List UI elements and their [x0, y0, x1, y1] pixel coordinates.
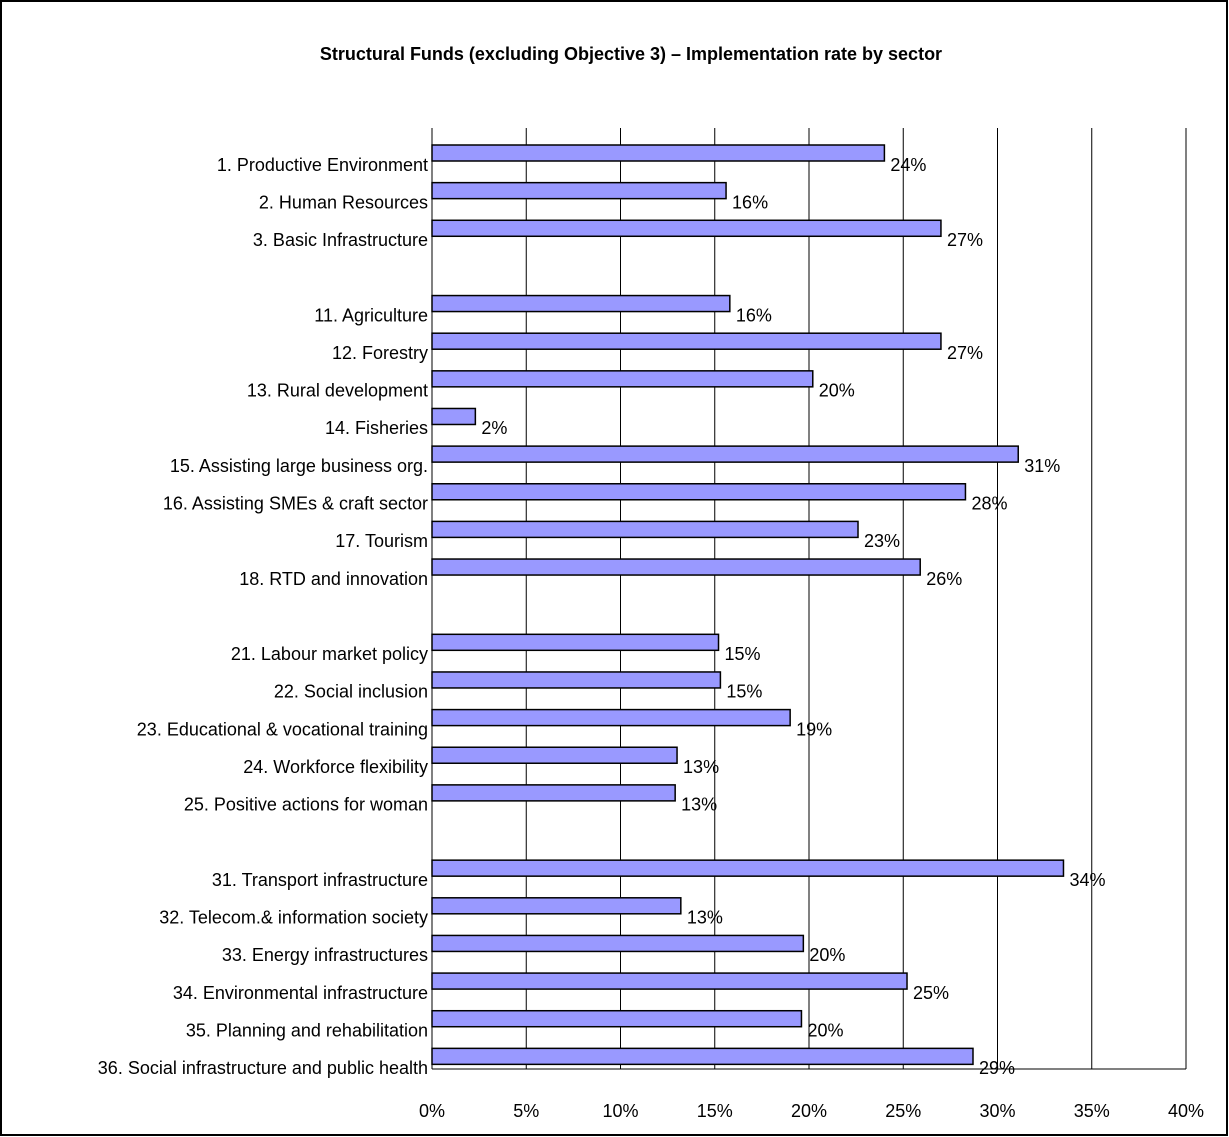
- value-label: 16%: [736, 305, 772, 325]
- value-label: 20%: [809, 945, 845, 965]
- bar: [431, 219, 942, 238]
- value-label: 26%: [926, 569, 962, 589]
- y-tick-label: 25. Positive actions for woman: [184, 795, 428, 815]
- bar: [431, 784, 676, 802]
- bar: [431, 633, 720, 652]
- y-tick-label: 2. Human Resources: [259, 192, 428, 212]
- y-tick-label: 32. Telecom.& information society: [159, 908, 428, 928]
- bar: [431, 144, 886, 162]
- y-tick-label: 33. Energy infrastructures: [222, 945, 428, 965]
- value-label: 20%: [807, 1020, 843, 1040]
- value-label: 31%: [1024, 456, 1060, 476]
- y-tick-label: 1. Productive Environment: [217, 155, 428, 175]
- y-tick-label: 17. Tourism: [335, 531, 428, 551]
- x-tick-label: 20%: [791, 1101, 827, 1121]
- bar: [431, 558, 921, 576]
- y-tick-label: 22. Social inclusion: [274, 682, 428, 702]
- bar: [431, 671, 722, 689]
- y-tick-label: 14. Fisheries: [325, 418, 428, 438]
- value-label: 13%: [681, 795, 717, 815]
- value-label: 27%: [947, 343, 983, 363]
- value-label: 2%: [481, 418, 507, 438]
- value-label: 20%: [819, 381, 855, 401]
- bar: [431, 1009, 803, 1028]
- y-tick-label: 34. Environmental infrastructure: [173, 983, 428, 1003]
- y-tick-label: 13. Rural development: [247, 381, 428, 401]
- y-tick-label: 16. Assisting SMEs & craft sector: [163, 494, 428, 514]
- bar: [431, 708, 791, 727]
- bar: [431, 859, 1065, 877]
- y-tick-label: 18. RTD and innovation: [239, 569, 428, 589]
- bar: [431, 181, 727, 200]
- x-tick-label: 15%: [697, 1101, 733, 1121]
- value-label: 27%: [947, 230, 983, 250]
- bar: [431, 520, 859, 539]
- x-tick-label: 25%: [885, 1101, 921, 1121]
- y-tick-label: 24. Workforce flexibility: [243, 757, 428, 777]
- bar: [431, 370, 814, 388]
- y-tick-label: 21. Labour market policy: [231, 644, 428, 664]
- y-tick-label: 23. Educational & vocational training: [137, 719, 428, 739]
- y-tick-label: 3. Basic Infrastructure: [253, 230, 428, 250]
- value-label: 34%: [1069, 870, 1105, 890]
- bar: [431, 332, 942, 350]
- value-label: 25%: [913, 983, 949, 1003]
- value-label: 13%: [687, 908, 723, 928]
- bar: [431, 934, 805, 953]
- bar: [431, 972, 908, 990]
- value-label: 28%: [971, 494, 1007, 514]
- x-tick-label: 40%: [1168, 1101, 1204, 1121]
- x-tick-label: 5%: [513, 1101, 539, 1121]
- value-label: 15%: [725, 644, 761, 664]
- y-tick-label: 12. Forestry: [332, 343, 428, 363]
- bar: [431, 897, 682, 915]
- bar: [431, 407, 477, 426]
- bar: [431, 746, 678, 764]
- bar: [431, 483, 967, 501]
- y-tick-label: 35. Planning and rehabilitation: [186, 1020, 428, 1040]
- value-label: 16%: [732, 192, 768, 212]
- value-label: 24%: [890, 155, 926, 175]
- bar: [431, 294, 731, 313]
- x-tick-label: 30%: [979, 1101, 1015, 1121]
- x-tick-label: 0%: [419, 1101, 445, 1121]
- bar: [431, 1047, 974, 1066]
- value-label: 15%: [726, 682, 762, 702]
- value-label: 23%: [864, 531, 900, 551]
- y-tick-label: 15. Assisting large business org.: [170, 456, 428, 476]
- x-tick-label: 10%: [602, 1101, 638, 1121]
- value-label: 29%: [979, 1058, 1015, 1078]
- x-tick-label: 35%: [1074, 1101, 1110, 1121]
- bar: [431, 445, 1019, 463]
- value-label: 13%: [683, 757, 719, 777]
- chart-title: Structural Funds (excluding Objective 3)…: [320, 44, 942, 64]
- y-tick-label: 36. Social infrastructure and public hea…: [98, 1058, 428, 1078]
- y-tick-label: 31. Transport infrastructure: [212, 870, 428, 890]
- value-label: 19%: [796, 719, 832, 739]
- y-tick-label: 11. Agriculture: [314, 305, 428, 325]
